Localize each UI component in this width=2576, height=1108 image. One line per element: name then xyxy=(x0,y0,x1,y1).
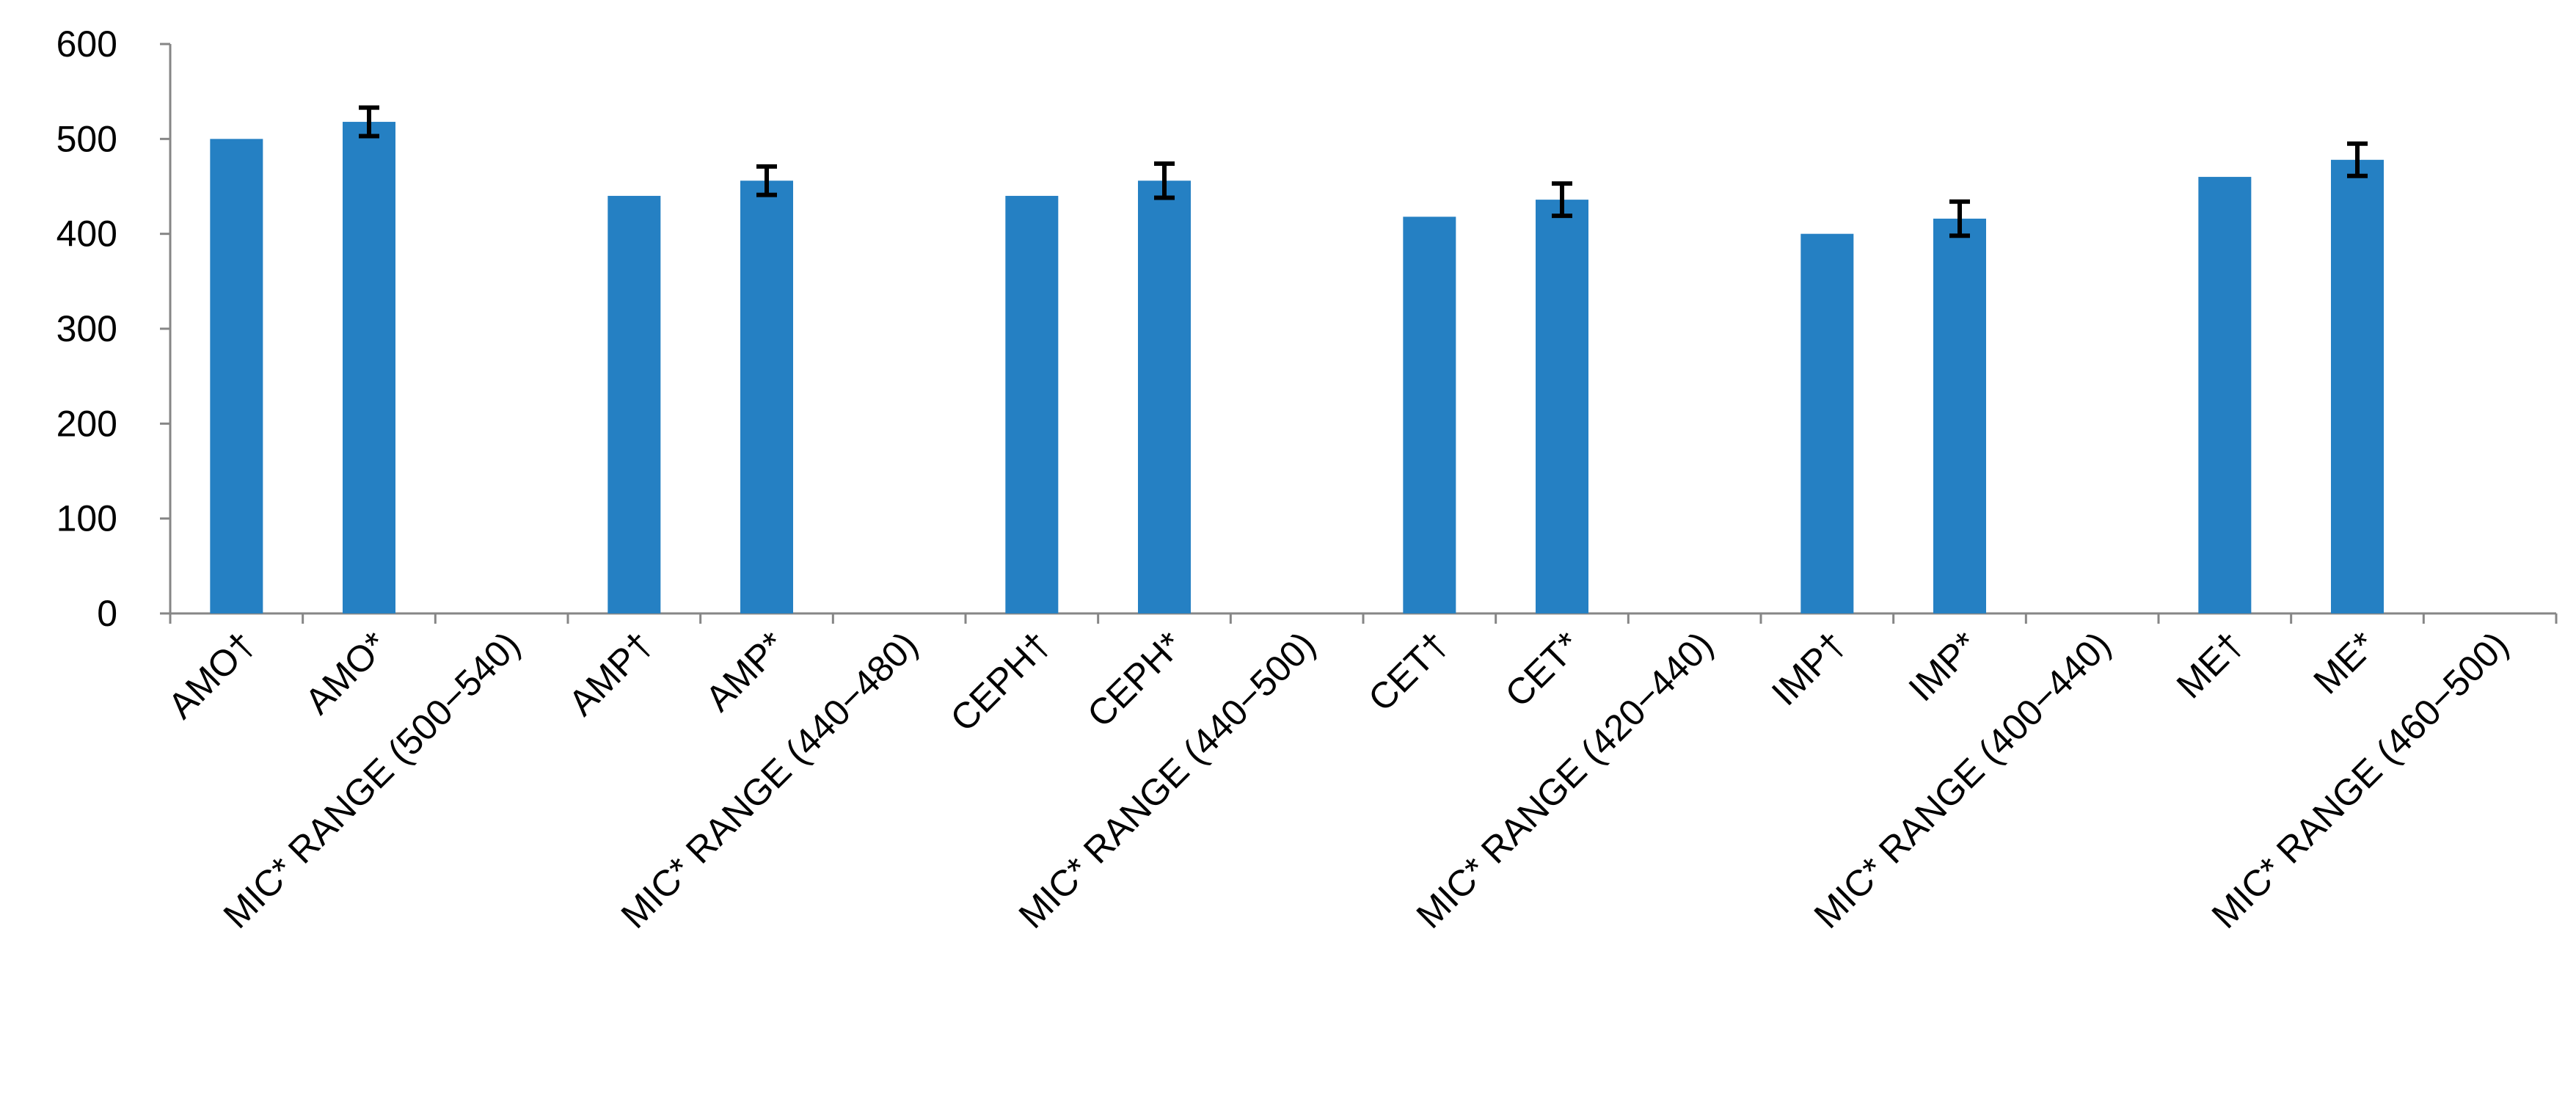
x-tick-label: CEPH† xyxy=(943,624,1058,739)
x-axis xyxy=(169,612,2558,624)
bar xyxy=(1005,195,1059,613)
x-tick-label: AMP† xyxy=(561,624,660,724)
bar xyxy=(740,181,793,614)
bar xyxy=(1933,218,1986,613)
bar xyxy=(2198,177,2252,614)
bar xyxy=(343,122,395,613)
x-tick-label: CEPH* xyxy=(1079,624,1191,735)
bars xyxy=(210,122,2384,614)
x-tick-label: ME† xyxy=(2169,624,2251,706)
y-tick-label: 400 xyxy=(56,214,117,255)
bar xyxy=(1800,233,1854,614)
bar xyxy=(607,195,661,613)
x-tick-label: AMP* xyxy=(698,624,793,719)
x-tick-label: AMO† xyxy=(160,624,263,726)
y-tick-label: 600 xyxy=(56,23,117,65)
y-tick-label: 200 xyxy=(56,403,117,444)
bar xyxy=(1536,200,1588,613)
x-tick-label: IMP* xyxy=(1901,624,1986,709)
y-tick-label: 300 xyxy=(56,308,117,349)
x-tick-label: AMO* xyxy=(297,624,395,722)
bar xyxy=(2331,159,2384,613)
bar xyxy=(1138,181,1191,614)
error-bars xyxy=(359,105,2368,238)
y-tick-label: 100 xyxy=(56,498,117,539)
y-tick-label: 0 xyxy=(97,593,117,634)
y-tick-label: 500 xyxy=(56,118,117,159)
x-tick-label: IMP† xyxy=(1764,624,1853,713)
x-tick-labels: AMO† AMO*MIC* RANGE (500−540) AMP† AMP*MIC*… xyxy=(160,624,2516,936)
x-tick-label: ME* xyxy=(2305,624,2383,701)
bar xyxy=(1403,216,1456,613)
bar xyxy=(210,139,263,614)
x-tick-label: CET* xyxy=(1497,624,1588,715)
x-tick-label: CET† xyxy=(1360,624,1456,719)
y-axis: 0 100 200 300 400 500 600 xyxy=(56,23,172,634)
